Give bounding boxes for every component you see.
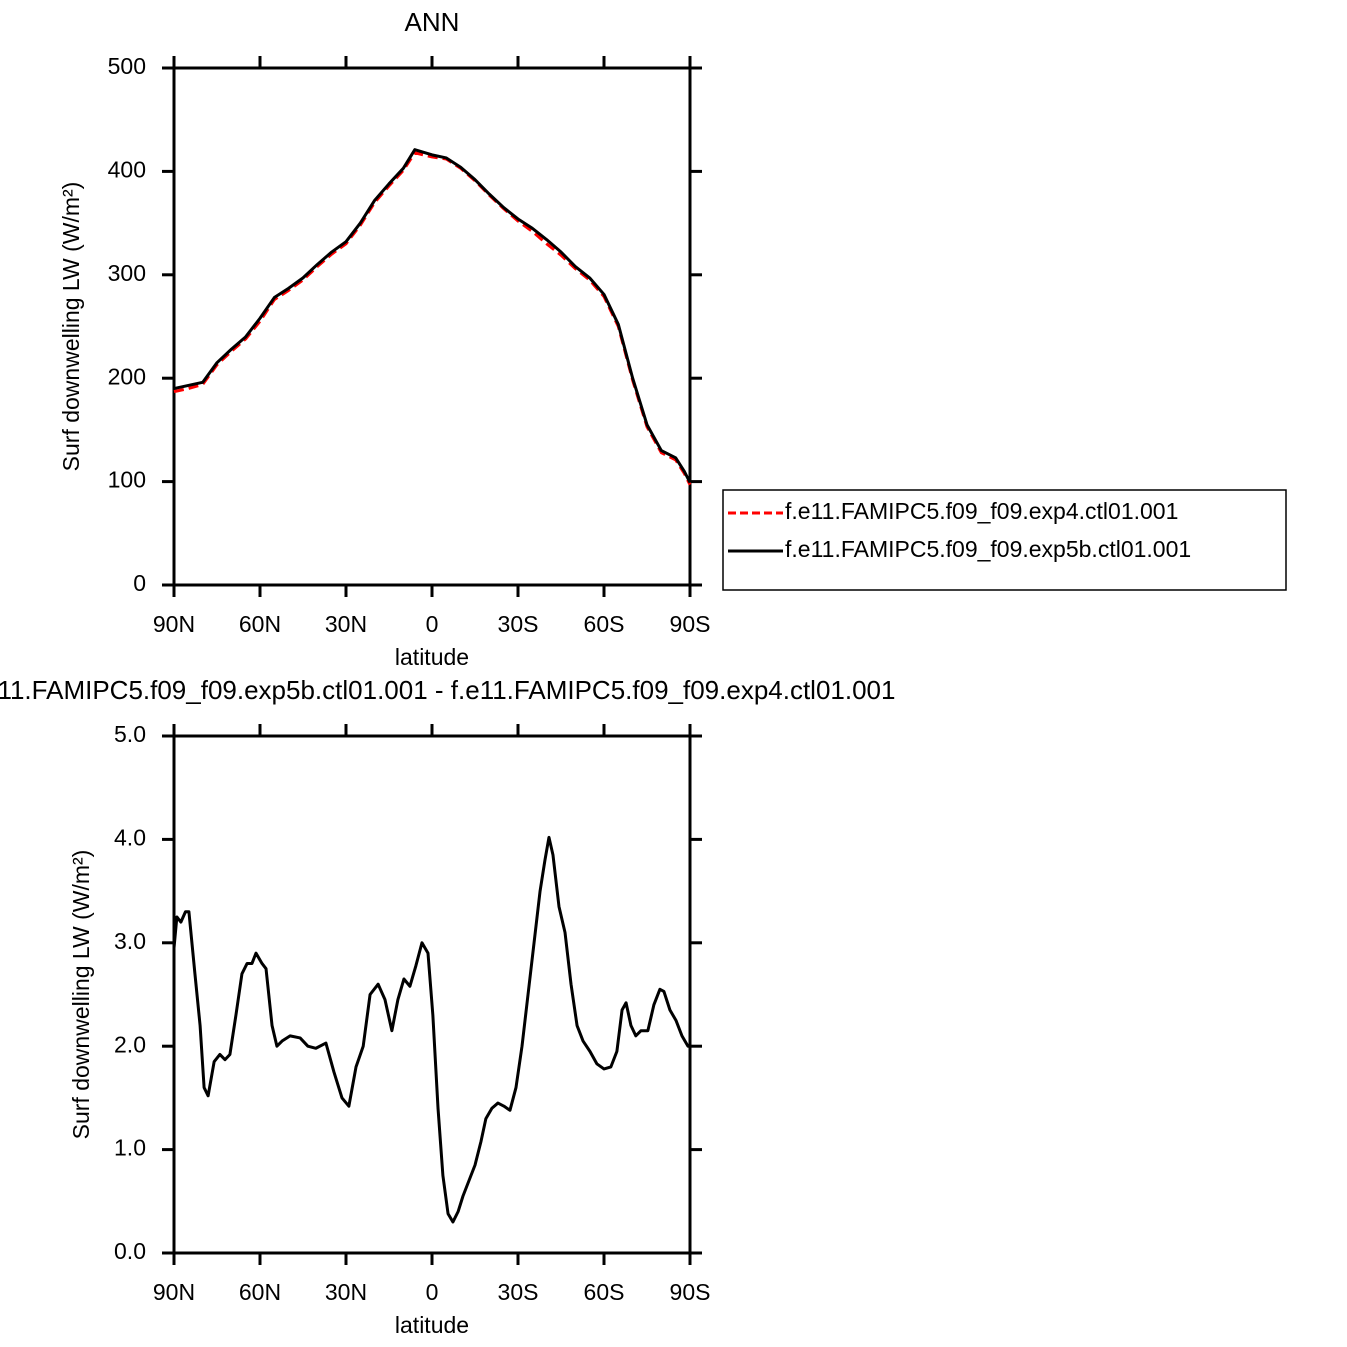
plot-frame: [172, 66, 692, 587]
x-tick-label: 30N: [325, 611, 367, 637]
legend-label: f.e11.FAMIPC5.f09_f09.exp4.ctl01.001: [785, 498, 1178, 524]
x-tick-label: 90N: [153, 611, 195, 637]
x-tick-label: 30S: [498, 1279, 539, 1305]
y-axis-label: Surf downwelling LW (W/m²): [68, 850, 94, 1140]
x-tick-label: 30N: [325, 1279, 367, 1305]
y-tick-label: 200: [108, 363, 146, 389]
y-tick-label: 3.0: [114, 928, 146, 954]
legend-box: [722, 489, 1287, 591]
x-tick-label: 60S: [584, 1279, 625, 1305]
x-axis-label: latitude: [395, 644, 469, 670]
y-tick-label: 400: [108, 156, 146, 182]
y-tick-label: 1.0: [114, 1135, 146, 1161]
x-tick-label: 90N: [153, 1279, 195, 1305]
x-tick-label: 60N: [239, 1279, 281, 1305]
y-tick-label: 500: [108, 53, 146, 79]
y-tick-label: 5.0: [114, 721, 146, 747]
x-tick-label: 0: [426, 1279, 439, 1305]
chart-title: ANN: [405, 7, 460, 37]
x-tick-label: 60S: [584, 611, 625, 637]
y-axis-label: Surf downwelling LW (W/m²): [58, 182, 84, 472]
x-tick-label: 90S: [670, 611, 711, 637]
data-line: [173, 148, 692, 484]
data-line: [172, 835, 690, 1224]
y-tick-label: 0.0: [114, 1238, 146, 1264]
x-axis-label: latitude: [395, 1312, 469, 1338]
x-tick-label: 60N: [239, 611, 281, 637]
chart-title: f.e11.FAMIPC5.f09_f09.exp5b.ctl01.001 - …: [0, 675, 895, 705]
x-tick-label: 90S: [670, 1279, 711, 1305]
y-tick-label: 100: [108, 467, 146, 493]
data-line: [173, 151, 692, 486]
y-tick-label: 4.0: [114, 824, 146, 850]
legend-label: f.e11.FAMIPC5.f09_f09.exp5b.ctl01.001: [785, 536, 1191, 562]
x-tick-label: 30S: [498, 611, 539, 637]
y-tick-label: 0: [133, 570, 146, 596]
y-tick-label: 300: [108, 260, 146, 286]
x-tick-label: 0: [426, 611, 439, 637]
y-tick-label: 2.0: [114, 1031, 146, 1057]
